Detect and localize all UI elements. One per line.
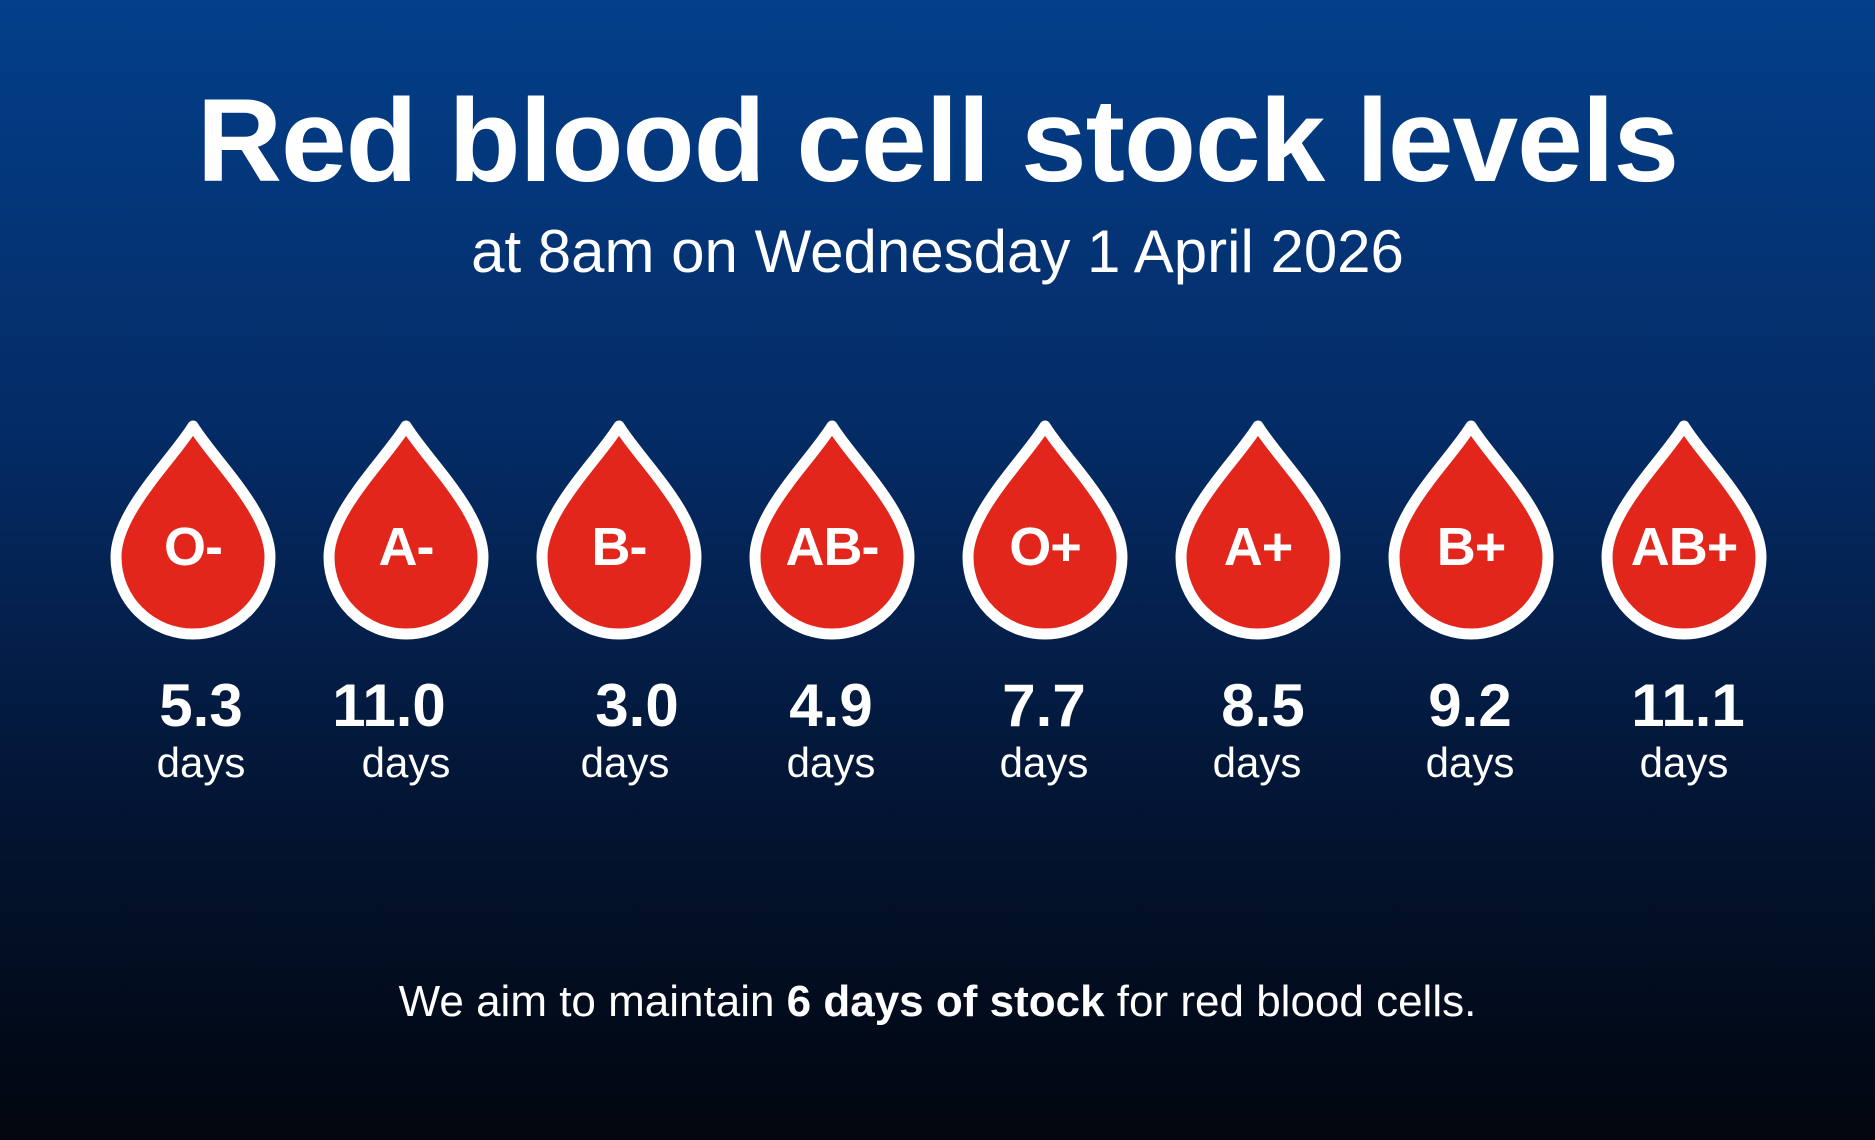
stock-value-a-positive: 8.5 days (1157, 676, 1357, 784)
blood-drop-icon (1388, 420, 1554, 640)
blood-type-label: B- (591, 517, 648, 577)
stock-target-note: We aim to maintain 6 days of stock for r… (0, 980, 1875, 1024)
blood-drop-icon (749, 420, 915, 640)
blood-type-label: A+ (1223, 517, 1294, 577)
blood-drop-o-negative: O- (110, 420, 276, 640)
blood-type-label: B+ (1436, 517, 1507, 577)
stock-value-o-negative: 5.3 days (101, 676, 301, 784)
stock-target-suffix: for red blood cells. (1104, 977, 1477, 1026)
stock-target-emphasis: 6 days of stock (786, 977, 1105, 1026)
blood-type-label: O+ (1009, 517, 1082, 577)
blood-drop-b-negative: B- (536, 420, 702, 640)
blood-drop-icon (1175, 420, 1341, 640)
stock-days-value: 9.2 (1428, 672, 1512, 739)
stock-days-value: 4.9 (789, 672, 873, 739)
stock-days-unit: days (999, 739, 1089, 786)
blood-drop-icon (323, 420, 489, 640)
blood-drop-a-negative: A- (323, 420, 489, 640)
blood-type-label: AB+ (1630, 517, 1739, 577)
blood-type-label: O- (164, 517, 223, 577)
stock-days-unit: days (361, 739, 451, 786)
blood-drop-o-positive: O+ (962, 420, 1128, 640)
blood-type-label: A- (378, 517, 435, 577)
stock-days-unit: days (580, 739, 670, 786)
blood-type-label: AB- (785, 517, 880, 577)
stock-days-value: 8.5 (1221, 672, 1305, 739)
stock-value-ab-negative: 4.9 days (731, 676, 931, 784)
stock-days-value: 11.0 (332, 672, 446, 739)
page-title: Red blood cell stock levels (196, 75, 1679, 207)
stock-days-value: 11.1 (1631, 672, 1745, 739)
stock-value-ab-positive: 11.1 days (1584, 676, 1784, 784)
stock-days-unit: days (786, 739, 876, 786)
blood-drop-icon (110, 420, 276, 640)
blood-drop-icon (536, 420, 702, 640)
stock-days-unit: days (1639, 739, 1729, 786)
stock-target-prefix: We aim to maintain (398, 977, 787, 1026)
blood-drop-a-positive: A+ (1175, 420, 1341, 640)
stock-days-unit: days (1212, 739, 1302, 786)
stock-value-b-negative: 3.0 days (525, 676, 725, 784)
stock-value-b-positive: 9.2 days (1370, 676, 1570, 784)
page-subtitle: at 8am on Wednesday 1 April 2026 (471, 218, 1404, 285)
blood-drop-icon (1601, 420, 1767, 640)
stock-days-value: 7.7 (1002, 672, 1086, 739)
blood-drop-ab-positive: AB+ (1601, 420, 1767, 640)
stock-days-unit: days (1425, 739, 1515, 786)
blood-drop-b-positive: B+ (1388, 420, 1554, 640)
blood-drop-icon (962, 420, 1128, 640)
stock-value-a-negative: 11.0 days (289, 676, 489, 784)
stock-days-value: 5.3 (159, 672, 243, 739)
stock-value-o-positive: 7.7 days (944, 676, 1144, 784)
blood-drop-ab-negative: AB- (749, 420, 915, 640)
stock-days-value: 3.0 (595, 672, 679, 739)
stock-days-unit: days (156, 739, 246, 786)
